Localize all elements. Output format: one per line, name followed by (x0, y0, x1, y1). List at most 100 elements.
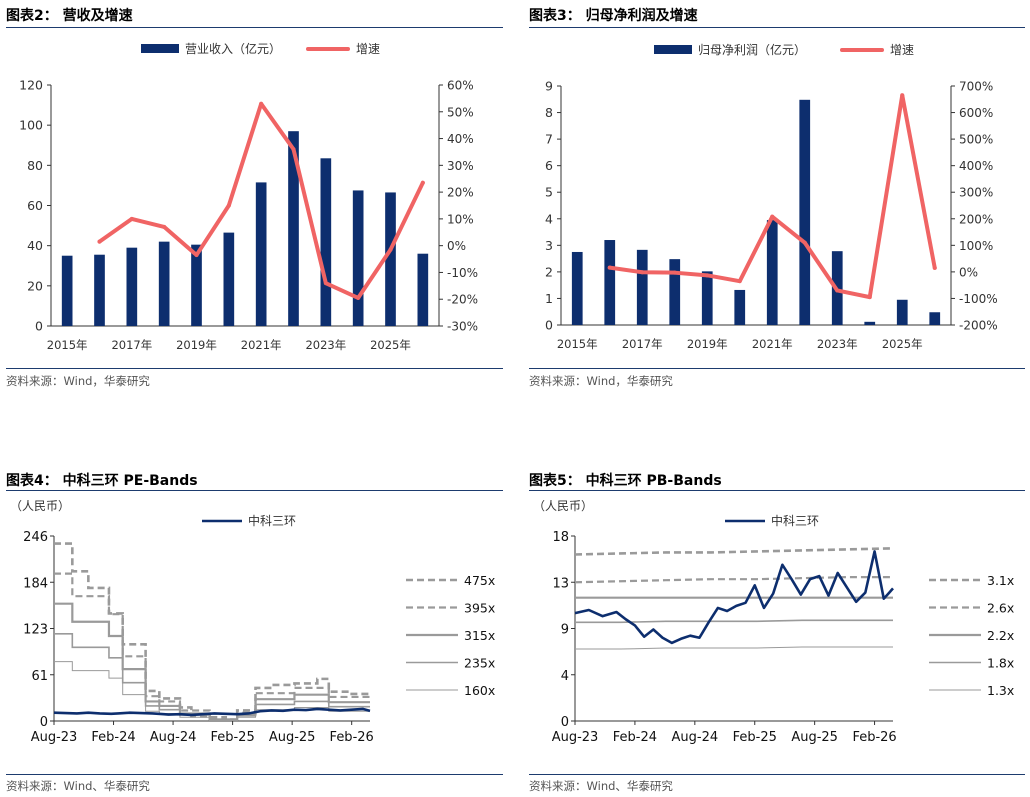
fig5-band-line (575, 646, 893, 650)
fig4-legend-band-label: 315x (464, 628, 495, 643)
fig2-growth-point (129, 216, 134, 221)
fig2-y-tick-label: 120 (19, 78, 43, 93)
fig3-y2-tick-label: 700% (959, 80, 993, 94)
fig3-bar (766, 220, 778, 325)
fig2-y2-tick-label: 60% (447, 79, 474, 93)
fig3-bar (571, 251, 583, 325)
fig2-bar (191, 244, 202, 326)
fig3-bar (669, 259, 681, 325)
fig2-bar (352, 190, 364, 326)
fig5-band-line (575, 619, 893, 624)
fig3-y-tick-label: 7 (545, 132, 553, 147)
figure4-bottom-rule (6, 774, 503, 775)
fig3-growth-point (640, 270, 645, 275)
fig3-bar (701, 271, 713, 325)
fig3-y-tick-label: 8 (545, 105, 553, 120)
fig3-y-tick-label: 3 (545, 238, 553, 253)
fig2-growth-point (420, 180, 425, 185)
fig3-legend-bar-label: 归母净利润（亿元） (698, 42, 806, 57)
fig2-y2-tick-label: 30% (447, 159, 474, 173)
fig2-legend-bar-swatch (141, 44, 179, 53)
fig2-bar (417, 253, 429, 326)
fig4-y-tick-label: 0 (40, 715, 48, 730)
fig4-y-tick-label: 184 (23, 576, 48, 591)
fig3-growth-point (802, 240, 807, 245)
fig4-legend-band-label: 235x (464, 656, 495, 671)
fig2-growth-point (388, 247, 393, 252)
fig5-y-tick-label: 9 (561, 623, 569, 638)
fig3-y-tick-label: 0 (545, 318, 553, 333)
fig4-band-line (54, 661, 370, 721)
figure2-chart: 0 20 40 60 80 100 120 -30% -20% -10% 0% 10% 20% 30% 40… (19, 41, 478, 352)
figure5-top-rule (529, 490, 1025, 491)
fig2-growth-point (97, 239, 102, 244)
fig3-growth-point (867, 295, 872, 300)
figure2-source: 资料来源：Wind，华泰研究 (6, 374, 150, 388)
figure2-top-rule (6, 27, 503, 28)
fig3-x-tick-label: 2017年 (622, 337, 663, 351)
fig2-y-tick-label: 40 (27, 238, 43, 253)
fig4-y-tick-label: 61 (31, 669, 48, 684)
fig3-growth-point (737, 279, 742, 284)
fig3-x-tick-label: 2021年 (752, 337, 793, 351)
fig2-y-tick-label: 0 (35, 319, 43, 334)
fig2-x-tick-label: 2021年 (241, 338, 282, 352)
fig3-x-tick-label: 2015年 (557, 337, 598, 351)
figure3-panel: 图表3： 归母净利润及增速 0 1 2 3 4 5 6 7 8 9 -200% -100% 0% 100%… (529, 0, 1030, 395)
fig2-y2-tick-label: -30% (447, 320, 478, 334)
figure5-panel: 图表5： 中科三环 PB-Bands （人民币） 0 4 9 13 18 Aug-23 Feb… (529, 466, 1030, 797)
fig5-x-tick-label: Feb-24 (613, 730, 657, 745)
fig3-bar (734, 289, 746, 325)
fig2-x-tick-label: 2023年 (305, 338, 346, 352)
fig2-legend-bar-label: 营业收入（亿元） (185, 41, 281, 56)
fig2-bar (61, 255, 73, 326)
fig2-bar (255, 182, 267, 326)
fig2-y2-tick-label: 20% (447, 186, 474, 200)
fig5-legend-band-label: 2.2x (987, 628, 1014, 643)
fig5-y-tick-label: 13 (552, 576, 569, 591)
fig2-growth-point (226, 203, 231, 208)
fig2-x-tick-label: 2025年 (370, 338, 411, 352)
fig4-unit-label: （人民币） (10, 499, 70, 513)
fig5-y-tick-label: 0 (561, 715, 569, 730)
fig3-bar (604, 240, 616, 325)
figure3-title: 图表3： 归母净利润及增速 (529, 8, 698, 24)
fig3-y-tick-label: 2 (545, 264, 553, 279)
fig5-unit-label: （人民币） (533, 499, 593, 513)
fig4-x-tick-label: Aug-23 (31, 730, 78, 745)
fig3-y-tick-label: 5 (545, 185, 553, 200)
fig5-x-tick-label: Feb-26 (852, 730, 896, 745)
figure4-top-rule (6, 490, 503, 491)
fig3-legend-line-label: 增速 (890, 43, 914, 57)
fig5-y-tick-label: 18 (552, 530, 569, 545)
fig3-y2-tick-label: 500% (959, 133, 993, 147)
fig2-x-tick-label: 2015年 (47, 338, 88, 352)
fig3-y2-tick-label: 100% (959, 239, 993, 253)
fig4-y-tick-label: 123 (23, 623, 48, 638)
fig4-x-tick-label: Aug-25 (269, 730, 316, 745)
figure3-source: 资料来源：Wind，华泰研究 (529, 374, 673, 388)
fig5-legend-band-label: 2.6x (987, 601, 1014, 616)
fig2-x-tick-label: 2017年 (111, 338, 152, 352)
fig2-y-tick-label: 60 (27, 198, 43, 213)
fig3-x-tick-label: 2023年 (817, 337, 858, 351)
fig4-x-tick-label: Feb-24 (91, 730, 135, 745)
figure2-panel: 图表2： 营收及增速 0 20 40 60 80 100 120 -30% -20% -10% 0%… (6, 0, 511, 395)
fig2-y2-tick-label: 10% (447, 212, 474, 226)
fig2-growth-point (356, 295, 361, 300)
fig2-growth-point (259, 101, 264, 106)
fig3-growth-point (932, 265, 937, 270)
fig3-growth-point (705, 273, 710, 278)
fig3-bar (799, 99, 811, 325)
fig5-legend-band-label: 1.3x (987, 683, 1014, 698)
fig4-band-line (54, 632, 370, 722)
fig4-y-tick-label: 246 (23, 530, 48, 545)
fig2-y-tick-label: 100 (19, 118, 43, 133)
fig2-growth-point (323, 281, 328, 286)
fig4-legend-price-label: 中科三环 (248, 513, 296, 528)
fig5-x-tick-label: Feb-25 (733, 730, 777, 745)
figure3-top-rule (529, 27, 1025, 28)
fig3-growth-point (672, 270, 677, 275)
fig3-y2-tick-label: -100% (959, 292, 998, 306)
fig2-y2-tick-label: -20% (447, 293, 478, 307)
